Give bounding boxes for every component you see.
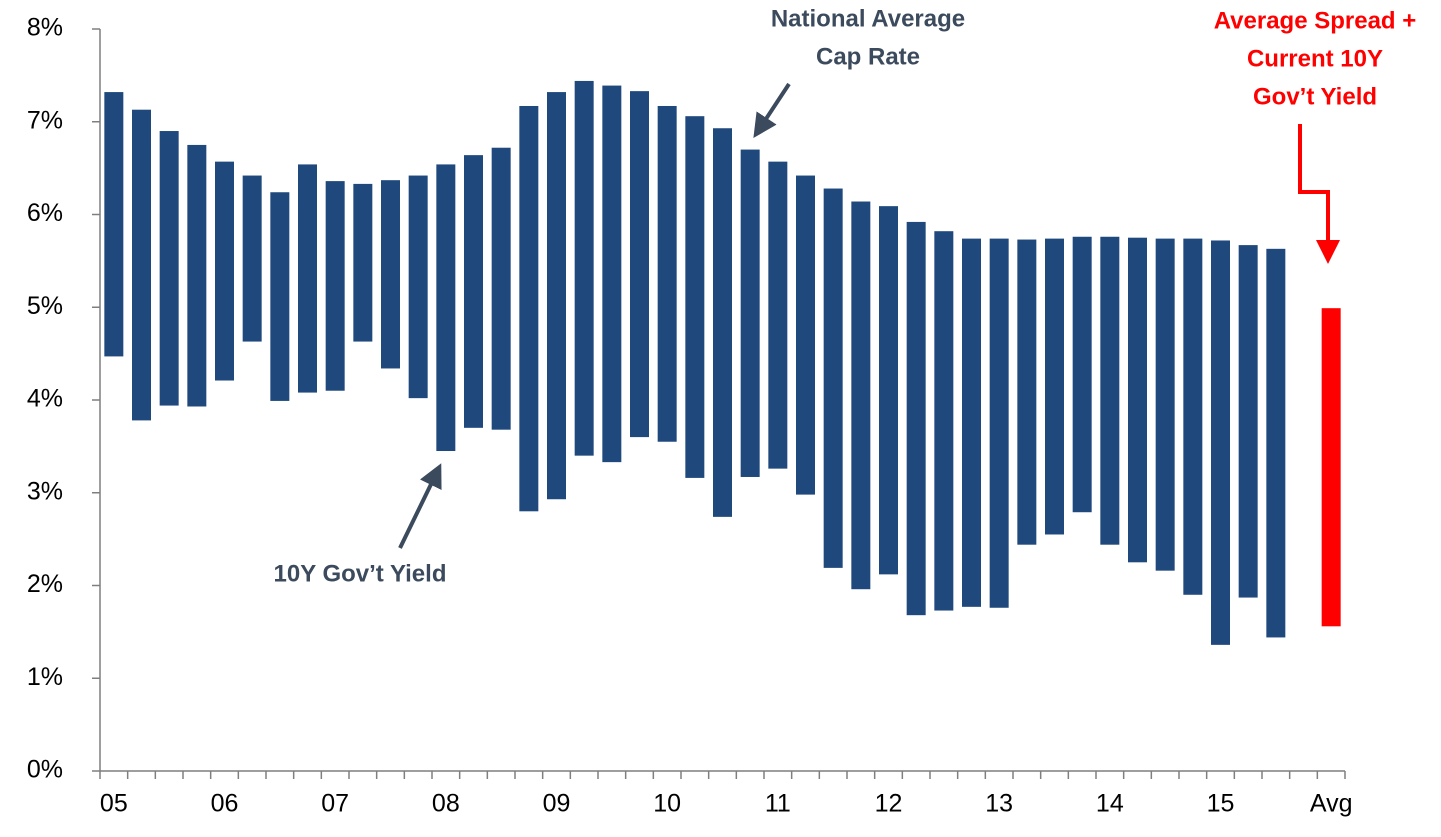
bar bbox=[906, 221, 926, 616]
arrow bbox=[398, 463, 442, 549]
annotation: Gov’t Yield bbox=[1253, 83, 1377, 110]
bar bbox=[353, 183, 373, 342]
bar bbox=[408, 175, 428, 399]
annotation: 10Y Gov’t Yield bbox=[274, 560, 447, 587]
y-tick-label: 5% bbox=[27, 292, 63, 320]
y-tick-label: 0% bbox=[27, 756, 63, 784]
bar bbox=[630, 91, 649, 438]
bar bbox=[519, 105, 539, 512]
y-tick-label: 2% bbox=[27, 570, 63, 598]
bar bbox=[823, 188, 843, 568]
x-tick-label: 08 bbox=[432, 790, 460, 818]
bar bbox=[685, 116, 705, 478]
bar bbox=[270, 192, 290, 401]
x-tick-label: 05 bbox=[100, 790, 128, 818]
bar bbox=[298, 164, 317, 393]
x-tick-label: 15 bbox=[1207, 790, 1235, 818]
bar bbox=[1100, 236, 1120, 545]
bar bbox=[713, 128, 732, 517]
x-tick-label: 09 bbox=[543, 790, 571, 818]
y-tick-label: 4% bbox=[27, 385, 63, 413]
x-tick-label: Avg bbox=[1310, 790, 1353, 818]
bar bbox=[879, 206, 898, 575]
bar bbox=[962, 238, 981, 607]
bar bbox=[1183, 238, 1203, 595]
bar bbox=[657, 105, 677, 442]
bar bbox=[574, 80, 594, 456]
bar bbox=[851, 201, 871, 590]
bar bbox=[242, 175, 262, 342]
bar bbox=[464, 155, 483, 428]
bar bbox=[1238, 245, 1258, 598]
bar bbox=[1321, 308, 1341, 627]
bar bbox=[934, 231, 954, 611]
bar bbox=[159, 131, 179, 406]
y-tick-label: 3% bbox=[27, 477, 63, 505]
arrow bbox=[753, 82, 791, 139]
bar bbox=[436, 164, 456, 452]
bar bbox=[491, 147, 511, 430]
x-tick-label: 13 bbox=[985, 790, 1013, 818]
annotation: National Average bbox=[771, 5, 965, 32]
arrow bbox=[1298, 124, 1340, 264]
bar bbox=[325, 181, 345, 391]
bar bbox=[768, 161, 788, 469]
bar bbox=[1266, 248, 1286, 638]
annotation: Average Spread + bbox=[1214, 7, 1417, 34]
bar bbox=[104, 92, 124, 357]
bar bbox=[1017, 239, 1037, 545]
bar bbox=[602, 85, 622, 463]
x-tick-label: 11 bbox=[765, 790, 791, 818]
bar bbox=[740, 149, 760, 477]
y-tick-label: 8% bbox=[27, 14, 63, 42]
x-tick-label: 12 bbox=[875, 790, 903, 818]
bar bbox=[132, 109, 151, 421]
x-tick-label: 10 bbox=[653, 790, 681, 818]
x-tick-label: 06 bbox=[211, 790, 239, 818]
bar bbox=[1128, 237, 1147, 563]
bar bbox=[1211, 240, 1230, 645]
bar bbox=[796, 175, 815, 495]
y-tick-label: 1% bbox=[27, 663, 63, 691]
bar bbox=[381, 180, 400, 369]
y-tick-label: 6% bbox=[27, 199, 63, 227]
annotation: Cap Rate bbox=[816, 43, 920, 70]
bar bbox=[215, 161, 234, 381]
bar bbox=[989, 238, 1009, 608]
x-tick-label: 07 bbox=[321, 790, 349, 818]
bar bbox=[547, 92, 566, 500]
bar bbox=[1045, 238, 1064, 535]
y-tick-label: 7% bbox=[27, 106, 63, 134]
x-tick-label: 14 bbox=[1096, 790, 1124, 818]
bar bbox=[1072, 236, 1092, 513]
bar bbox=[1155, 238, 1175, 571]
annotation: Current 10Y bbox=[1247, 45, 1383, 72]
bar bbox=[187, 144, 207, 407]
